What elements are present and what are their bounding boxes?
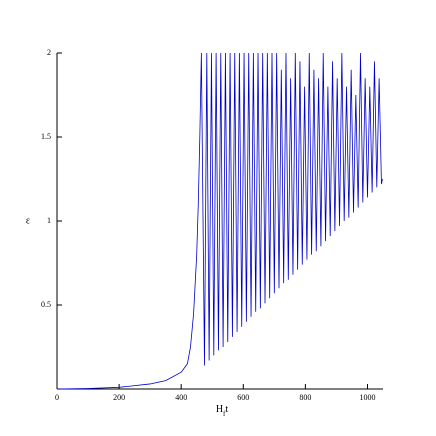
- x-axis-label: Hft: [216, 404, 229, 417]
- x-tick-label: 200: [113, 393, 125, 402]
- x-label-sub: f: [223, 410, 226, 418]
- y-tick-label: 0.5: [41, 300, 51, 309]
- y-tick-label: 1: [47, 216, 51, 225]
- data-line: [56, 52, 383, 390]
- y-tick-label: 1.5: [41, 132, 51, 141]
- x-tick-label: 800: [299, 393, 311, 402]
- x-tick-label: 0: [55, 393, 59, 402]
- y-tick-label: 2: [47, 48, 51, 57]
- x-label-main: H: [216, 404, 223, 415]
- x-tick-label: 400: [175, 393, 187, 402]
- x-tick-label: 600: [237, 393, 249, 402]
- x-label-end: t: [225, 404, 228, 415]
- x-tick-label: 1000: [359, 393, 375, 402]
- y-axis-label: ε: [26, 215, 30, 226]
